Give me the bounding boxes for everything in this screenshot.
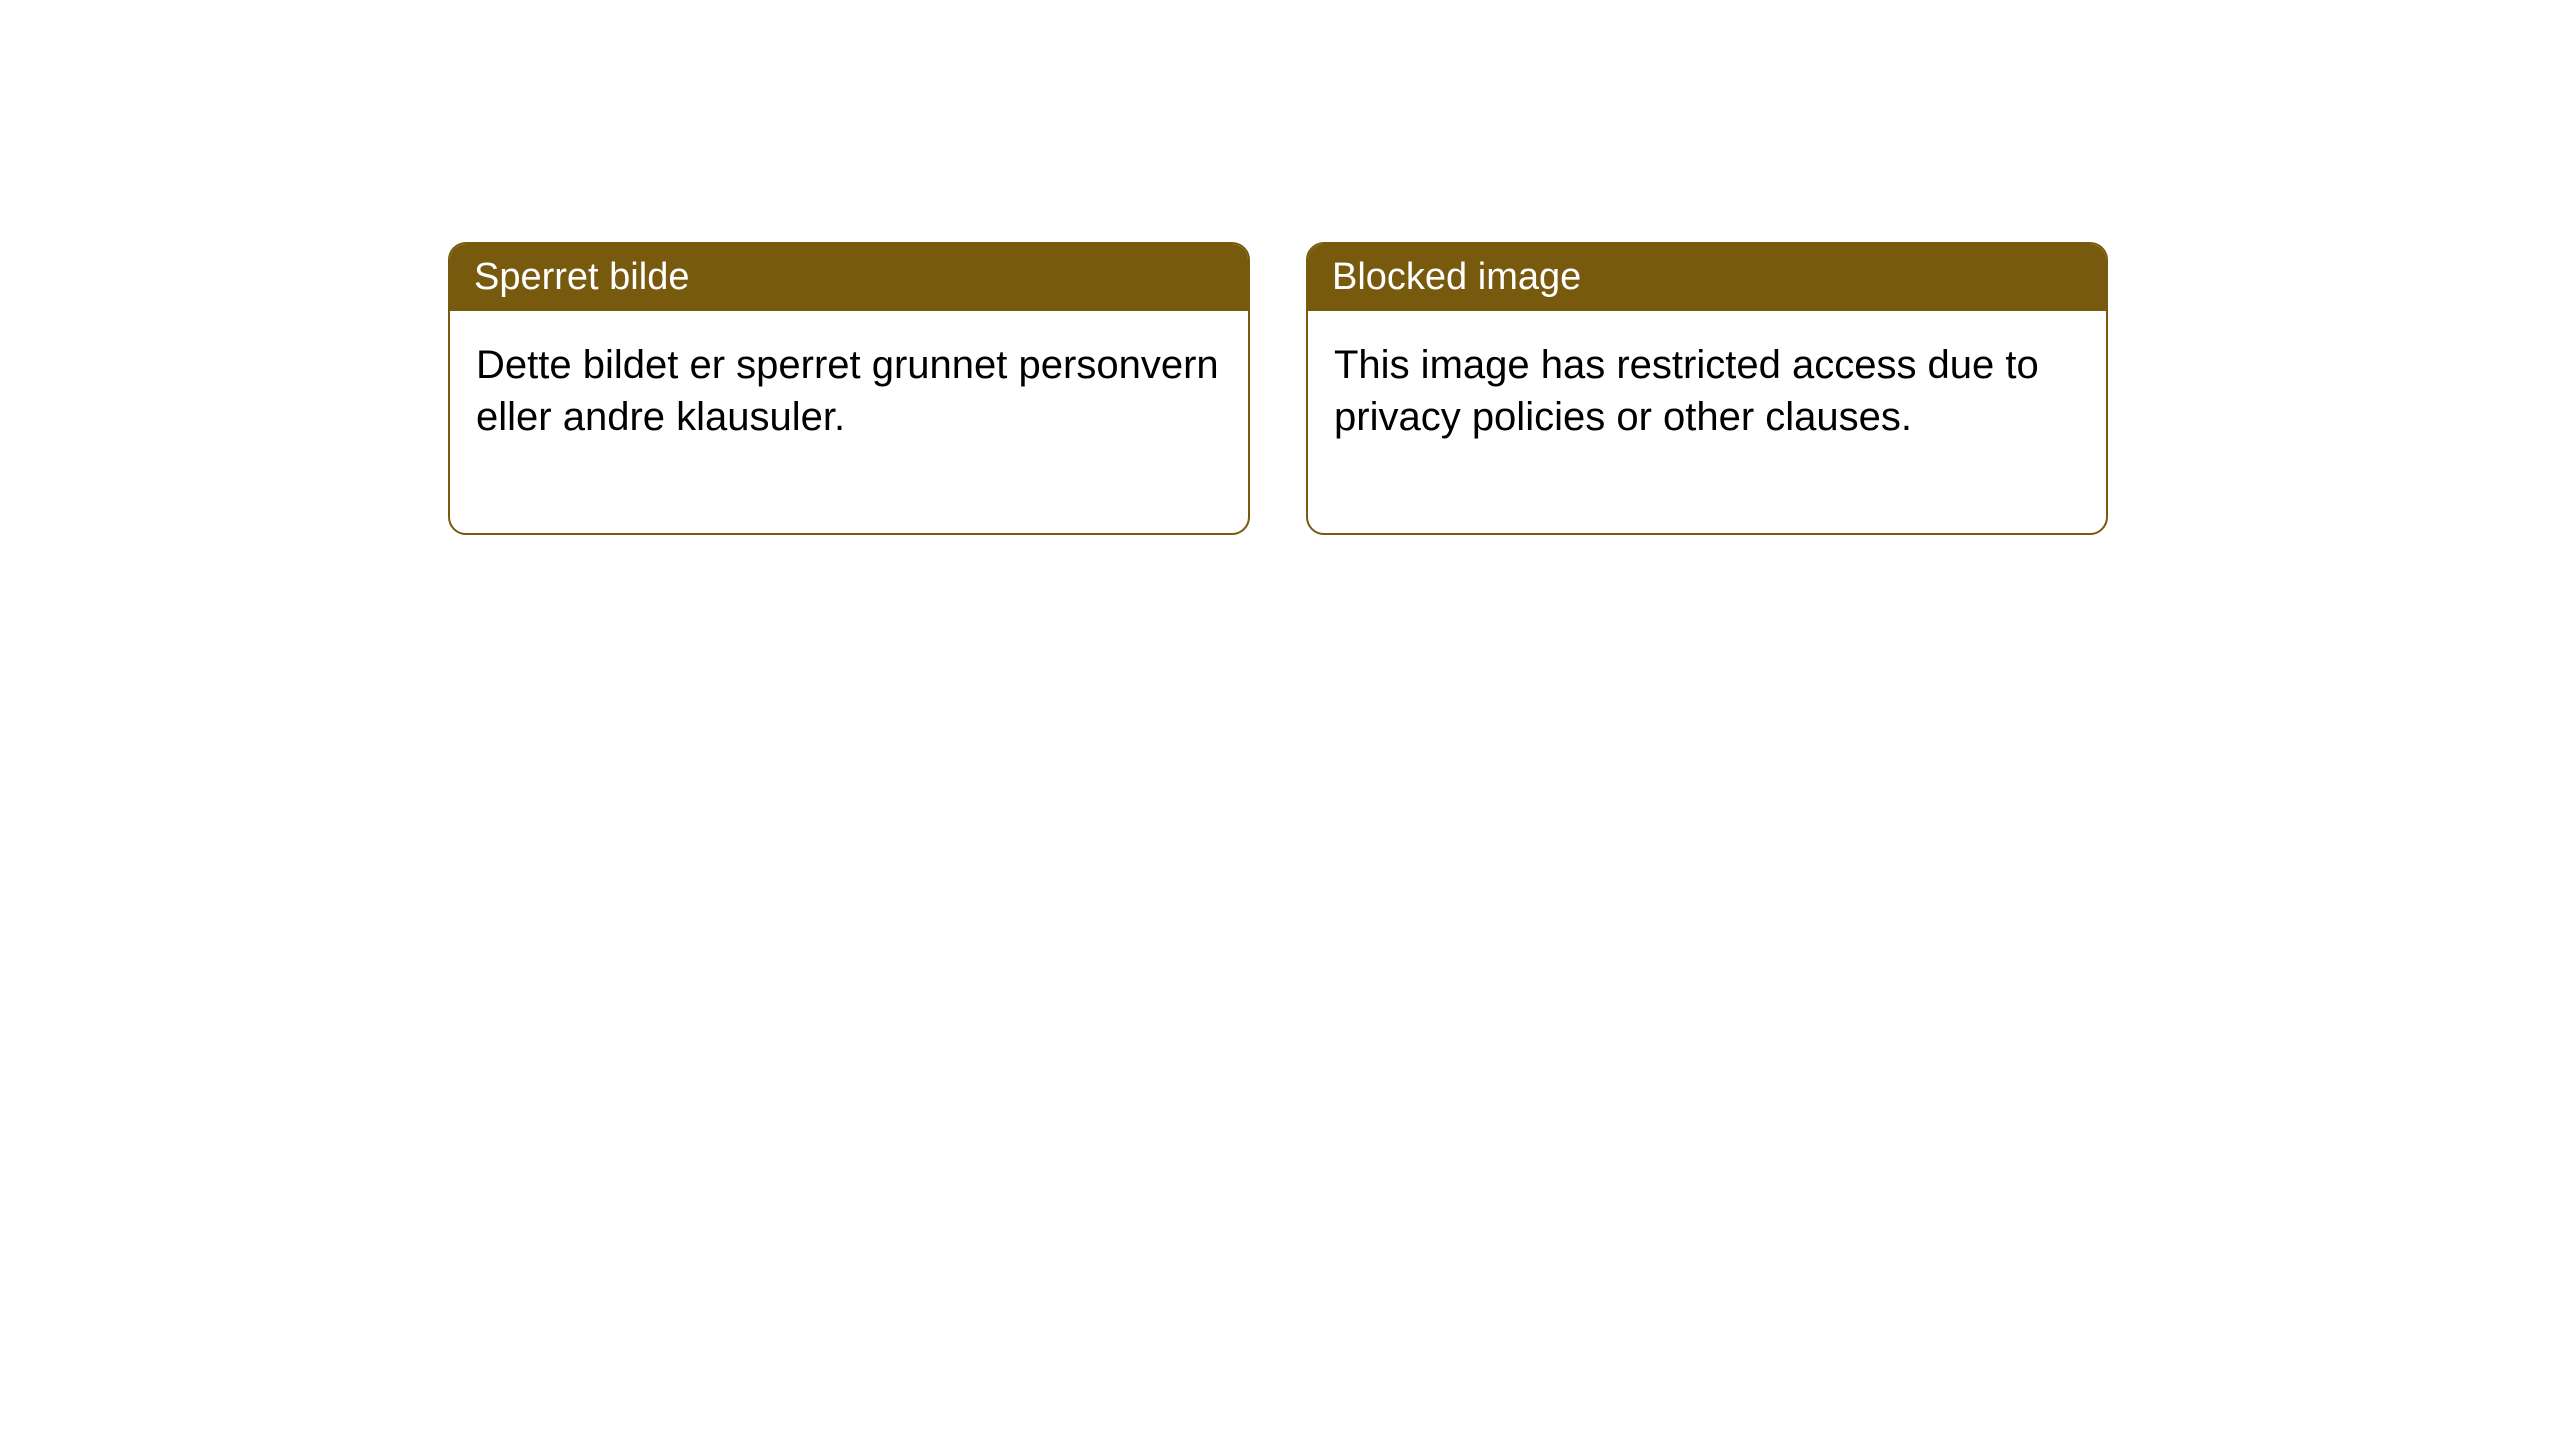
notice-card-english: Blocked image This image has restricted …	[1306, 242, 2108, 535]
notice-header: Blocked image	[1308, 244, 2106, 311]
notice-body: This image has restricted access due to …	[1308, 311, 2106, 533]
notice-header: Sperret bilde	[450, 244, 1248, 311]
notice-body: Dette bildet er sperret grunnet personve…	[450, 311, 1248, 533]
notice-card-norwegian: Sperret bilde Dette bildet er sperret gr…	[448, 242, 1250, 535]
notice-container: Sperret bilde Dette bildet er sperret gr…	[448, 242, 2108, 535]
